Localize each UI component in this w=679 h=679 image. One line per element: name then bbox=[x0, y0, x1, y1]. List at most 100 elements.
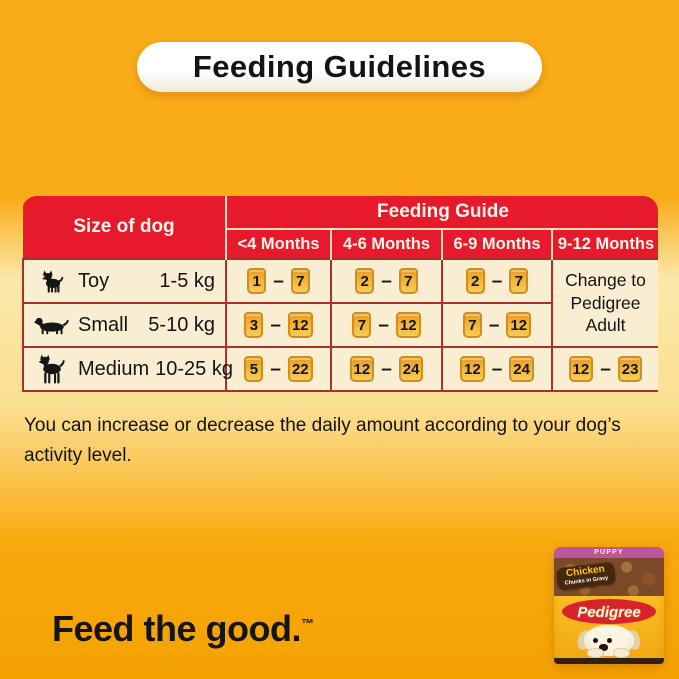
pouch-count: 12 bbox=[291, 316, 309, 334]
pouch-count: 5 bbox=[249, 360, 259, 378]
pouch-count: 12 bbox=[353, 360, 371, 378]
feeding-cell: 1 – 7 bbox=[225, 258, 332, 304]
pouch-icon: 24 bbox=[398, 356, 424, 382]
pouch-icon: 7 bbox=[398, 268, 418, 294]
range-dash: – bbox=[381, 358, 392, 380]
range-dash: – bbox=[491, 358, 503, 380]
change-to-adult-note: Change to Pedigree Adult bbox=[550, 258, 658, 348]
trademark-symbol: ™ bbox=[301, 616, 314, 631]
pouch-count: 2 bbox=[471, 272, 480, 290]
dog-size-label: Small bbox=[78, 313, 129, 336]
pouch-count: 12 bbox=[464, 360, 481, 378]
medium-dog-icon bbox=[32, 354, 72, 384]
feeding-cell: 7 – 12 bbox=[441, 302, 553, 348]
toy-dog-icon bbox=[32, 270, 72, 293]
pouch-count: 1 bbox=[252, 272, 261, 290]
tagline-text: Feed the good. bbox=[52, 608, 302, 649]
month-header-4-6: 4-6 Months bbox=[330, 229, 442, 259]
pouch-count: 12 bbox=[399, 316, 417, 334]
feeding-guide-table: Size of dog Feeding Guide <4 Months 4-6 … bbox=[22, 196, 658, 392]
table-row-small: Small 5-10 kg 3 – 12 7 bbox=[22, 302, 658, 348]
pouch-icon: 7 bbox=[290, 268, 310, 294]
pouch-count: 23 bbox=[621, 360, 639, 378]
size-of-dog-header: Size of dog bbox=[23, 196, 227, 259]
brand-name: Pedigree bbox=[577, 604, 640, 621]
pouch-count: 24 bbox=[402, 360, 420, 378]
title-banner: Feeding Guidelines bbox=[137, 42, 542, 92]
pouch-count: 12 bbox=[510, 316, 528, 334]
size-cell-toy: Toy 1-5 kg bbox=[22, 258, 227, 304]
pouch-icon: 12 bbox=[568, 356, 594, 382]
pouch-count: 7 bbox=[468, 316, 477, 334]
pouch-count: 12 bbox=[572, 360, 590, 378]
puppy-range-label: PUPPY bbox=[594, 549, 624, 556]
range-dash: – bbox=[270, 358, 281, 380]
range-dash: – bbox=[600, 358, 611, 380]
pouch-count: 2 bbox=[360, 272, 369, 290]
range-dash: – bbox=[488, 314, 500, 336]
pouch-icon: 2 bbox=[355, 268, 375, 294]
feeding-cell: 2 – 7 bbox=[330, 258, 443, 304]
table-row-medium: Medium 10-25 kg 5 – 22 12 bbox=[22, 346, 658, 392]
activity-note: You can increase or decrease the daily a… bbox=[24, 415, 621, 467]
size-cell-small: Small 5-10 kg bbox=[22, 302, 227, 348]
pouch-icon: 12 bbox=[506, 312, 532, 338]
pouch-icon: 12 bbox=[287, 312, 313, 338]
range-dash: – bbox=[491, 270, 503, 292]
pouch-icon: 7 bbox=[509, 268, 529, 294]
pouch-icon: 12 bbox=[395, 312, 421, 338]
pouch-icon: 2 bbox=[465, 268, 485, 294]
puppy-illustration bbox=[575, 625, 643, 658]
pouch-icon: 3 bbox=[244, 312, 264, 338]
pouch-icon: 12 bbox=[460, 356, 485, 382]
range-dash: – bbox=[378, 314, 389, 336]
puppy-eye bbox=[607, 638, 612, 643]
range-dash: – bbox=[381, 270, 392, 292]
month-header-under4: <4 Months bbox=[226, 229, 331, 259]
food-photo: Chicken Chunks in Gravy bbox=[554, 558, 664, 596]
size-cell-medium: Medium 10-25 kg bbox=[22, 346, 233, 392]
dog-size-label: Medium bbox=[78, 357, 150, 380]
page-title: Feeding Guidelines bbox=[192, 49, 487, 84]
feeding-cell: 12 – 24 bbox=[330, 346, 443, 392]
pouch-count: 24 bbox=[513, 360, 530, 378]
table-row-toy: Toy 1-5 kg 1 – 7 2 – bbox=[22, 258, 658, 348]
flavor-label: Chicken Chunks in Gravy bbox=[555, 561, 616, 590]
pouch-count: 7 bbox=[357, 316, 367, 334]
pouch-icon: 7 bbox=[462, 312, 482, 338]
puppy-range-band: PUPPY bbox=[554, 547, 664, 558]
small-dog-icon bbox=[32, 315, 72, 335]
puppy-paw bbox=[613, 648, 630, 658]
month-header-6-9: 6-9 Months bbox=[441, 229, 552, 259]
range-dash: – bbox=[273, 270, 284, 292]
pedigree-logo: Pedigree bbox=[562, 598, 656, 624]
feeding-cell: 7 – 12 bbox=[330, 302, 443, 348]
brand-tagline: Feed the good.™ bbox=[52, 608, 314, 650]
month-header-9-12: 9-12 Months bbox=[550, 229, 658, 259]
pouch-icon: 5 bbox=[244, 356, 264, 382]
feeding-cell: 12 – 23 bbox=[550, 346, 658, 392]
dog-weight-range: 10-25 kg bbox=[155, 357, 233, 380]
pouch-count: 7 bbox=[514, 272, 523, 290]
feeding-cell: 5 – 22 bbox=[225, 346, 332, 392]
puppy-eye bbox=[593, 638, 598, 643]
dog-size-label: Toy bbox=[78, 269, 110, 292]
pouch-count: 3 bbox=[249, 316, 259, 334]
pouch-icon: 22 bbox=[287, 356, 313, 382]
pouch-count: 22 bbox=[291, 360, 309, 378]
pouch-icon: 7 bbox=[352, 312, 372, 338]
feeding-cell: 3 – 12 bbox=[225, 302, 332, 348]
feeding-cell: 2 – 7 bbox=[441, 258, 553, 304]
dog-weight-range: 5-10 kg bbox=[148, 313, 215, 336]
pouch-bottom-strip bbox=[554, 658, 664, 664]
pouch-count: 7 bbox=[404, 272, 413, 290]
pouch-icon: 12 bbox=[349, 356, 375, 382]
dog-weight-range: 1-5 kg bbox=[159, 269, 215, 292]
pouch-count: 7 bbox=[296, 272, 305, 290]
puppy-nose bbox=[599, 644, 608, 651]
feeding-cell: 12 – 24 bbox=[441, 346, 553, 392]
product-pouch-image: PUPPY Chicken Chunks in Gravy Pedigree bbox=[554, 547, 664, 664]
feeding-guide-header: Feeding Guide bbox=[226, 196, 658, 230]
pouch-icon: 24 bbox=[509, 356, 534, 382]
